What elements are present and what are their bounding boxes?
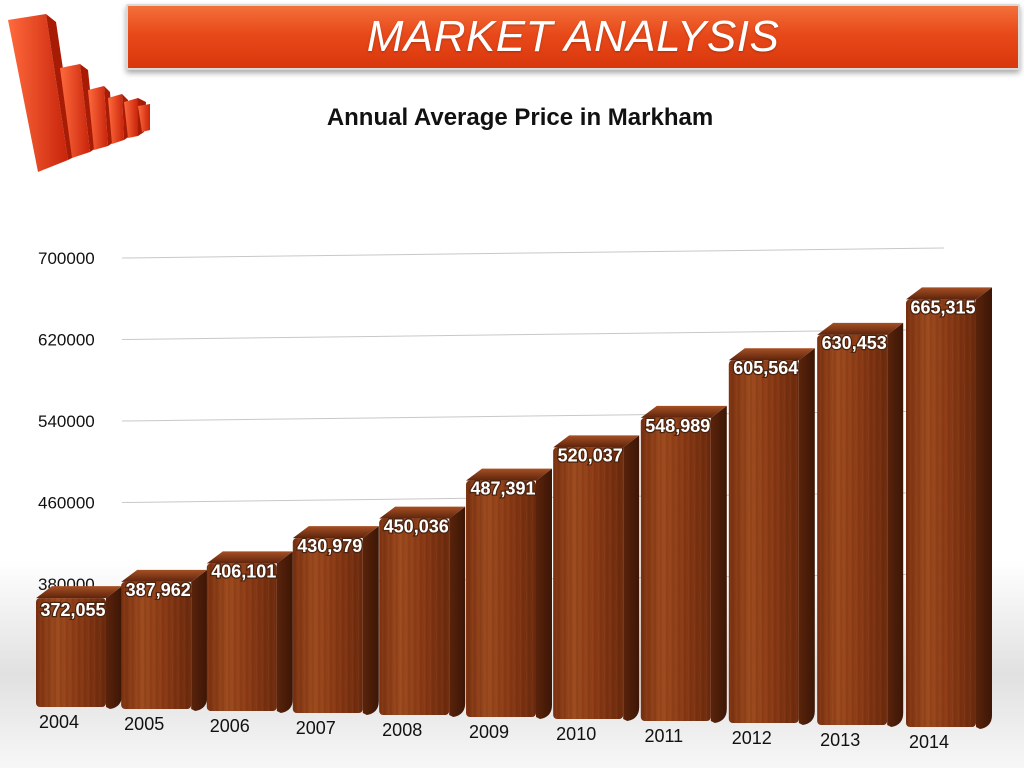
y-tick-label: 700000 bbox=[38, 249, 95, 268]
x-tick-label: 2007 bbox=[296, 718, 336, 738]
y-tick-label: 460000 bbox=[38, 494, 95, 513]
data-label: 450,036 bbox=[384, 517, 449, 537]
bar-2012 bbox=[728, 348, 815, 725]
data-label: 630,453 bbox=[822, 333, 887, 353]
y-tick-label: 540000 bbox=[38, 412, 95, 431]
x-tick-label: 2006 bbox=[210, 716, 250, 736]
data-label: 665,315 bbox=[910, 297, 975, 317]
chart-title: Annual Average Price in Markham bbox=[326, 104, 714, 131]
data-label: 487,391 bbox=[470, 479, 535, 499]
data-label: 372,055 bbox=[40, 600, 105, 620]
x-tick-label: 2009 bbox=[469, 722, 509, 742]
page-title: MARKET ANALYSIS bbox=[366, 12, 780, 61]
data-label: 430,979 bbox=[297, 536, 362, 556]
bar-2004 bbox=[36, 586, 122, 709]
bar-2011 bbox=[640, 405, 727, 723]
bar-2013 bbox=[817, 322, 904, 727]
bar-2008 bbox=[379, 506, 466, 717]
bar-2005 bbox=[121, 569, 208, 711]
x-tick-label: 2013 bbox=[820, 730, 860, 750]
y-tick-label: 620000 bbox=[38, 331, 95, 350]
data-label: 520,037 bbox=[558, 445, 623, 465]
gridline-700000 bbox=[121, 247, 945, 259]
data-label: 548,989 bbox=[645, 416, 710, 436]
x-tick-label: 2011 bbox=[644, 726, 683, 746]
bar-2014 bbox=[906, 287, 992, 729]
gridline-620000 bbox=[121, 329, 945, 340]
bar-chart-logo-icon bbox=[8, 14, 150, 172]
data-label: 387,962 bbox=[126, 580, 191, 600]
bar-2010 bbox=[553, 435, 640, 721]
x-tick-label: 2005 bbox=[124, 714, 164, 734]
bar-2006 bbox=[206, 551, 293, 713]
bar-2007 bbox=[292, 526, 379, 715]
x-tick-label: 2008 bbox=[382, 720, 422, 740]
x-tick-label: 2014 bbox=[909, 732, 949, 752]
data-label: 605,564 bbox=[733, 358, 798, 378]
x-tick-label: 2004 bbox=[39, 712, 79, 732]
x-tick-label: 2012 bbox=[732, 728, 772, 748]
header-banner: MARKET ANALYSIS bbox=[126, 4, 1020, 70]
bar-2009 bbox=[466, 468, 552, 719]
x-tick-label: 2010 bbox=[556, 724, 596, 744]
data-label: 406,101 bbox=[211, 561, 276, 581]
